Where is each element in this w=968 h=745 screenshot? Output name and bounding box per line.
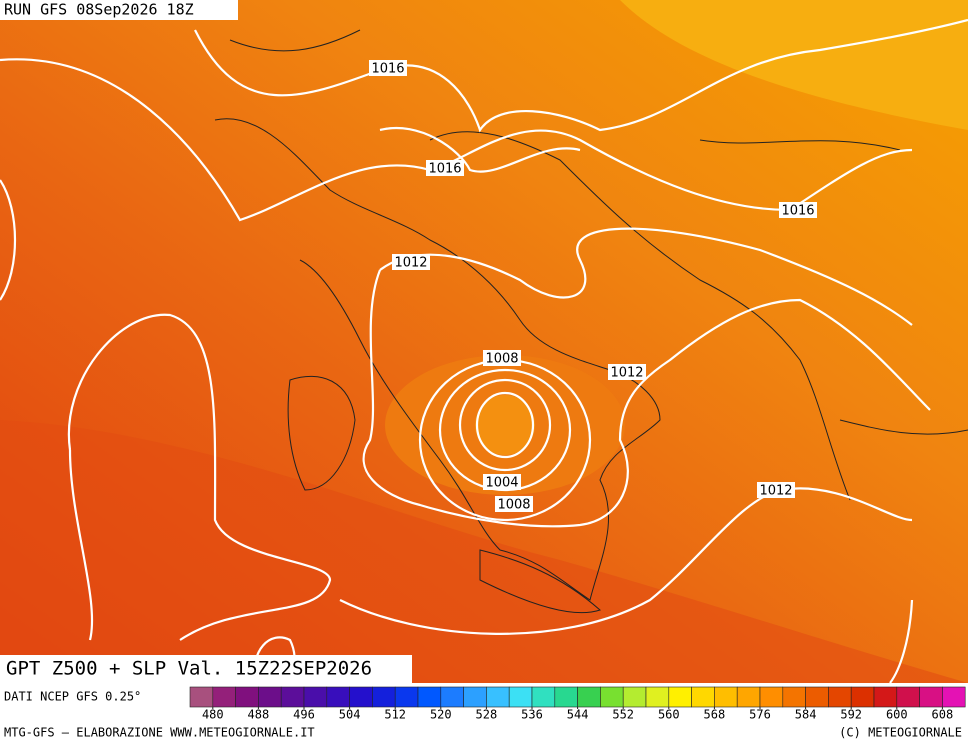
isobar-label: 1008: [485, 352, 518, 367]
colorbar-swatch: [463, 686, 487, 708]
colorbar-label: 496: [293, 708, 315, 722]
isobar-label-box: [779, 202, 817, 218]
colorbar-label: 512: [384, 708, 406, 722]
isobar-label-box: [495, 496, 533, 512]
colorbar-swatch: [349, 686, 373, 708]
field-high: [620, 0, 968, 130]
run-label: RUN GFS 08Sep2026 18Z: [4, 1, 194, 19]
colorbar: 480 488 496 504 512 520 528 536 544 552 560 568 576 5…: [189, 686, 966, 722]
colorbar-label: 488: [248, 708, 270, 722]
colorbar-swatch: [850, 686, 875, 708]
colorbar-swatch: [280, 686, 305, 708]
colorbar-swatch: [942, 686, 966, 708]
colorbar-swatch: [531, 686, 556, 708]
isobars: [0, 18, 968, 684]
colorbar-swatch: [303, 686, 328, 708]
colorbar-swatch: [691, 686, 715, 708]
colorbar-swatch: [372, 686, 396, 708]
colorbar-swatch: [189, 686, 214, 708]
colorbar-swatch: [736, 686, 761, 708]
isobar-label-box: [426, 160, 464, 176]
colorbar-swatch: [896, 686, 920, 708]
colorbar-swatch: [235, 686, 259, 708]
isobar-label-box: [608, 364, 646, 380]
colorbar-swatch: [554, 686, 578, 708]
colorbar-label: 520: [430, 708, 452, 722]
colorbar-swatch: [394, 686, 419, 708]
colorbar-swatch: [782, 686, 806, 708]
colorbar-swatch: [668, 686, 692, 708]
credit: MTG-GFS — ELABORAZIONE WWW.METEOGIORNALE…: [4, 726, 315, 740]
isobar-label-box: [483, 474, 521, 490]
colorbar-swatch: [805, 686, 829, 708]
isobar-label: 1012: [610, 366, 643, 381]
source-label: DATI NCEP GFS 0.25°: [4, 690, 141, 704]
isobar-label: 1016: [428, 162, 461, 177]
colorbar-swatch: [622, 686, 647, 708]
colorbar-swatch: [600, 686, 624, 708]
isobar-label-box: [392, 254, 430, 270]
colorbar-label: 536: [521, 708, 543, 722]
colorbar-label: 592: [840, 708, 862, 722]
colorbar-label: 584: [795, 708, 817, 722]
colorbar-label: 552: [612, 708, 634, 722]
colorbar-label: 504: [339, 708, 361, 722]
colorbar-swatch: [714, 686, 738, 708]
colorbar-label: 608: [932, 708, 954, 722]
isobar-label-box: [369, 60, 407, 76]
run-box: [0, 0, 238, 20]
isobar-label: 1016: [781, 204, 814, 219]
colorbar-swatch: [212, 686, 236, 708]
title-box: [0, 655, 412, 683]
colorbar-label: 600: [886, 708, 908, 722]
colorbar-swatch: [258, 686, 282, 708]
colorbar-swatch: [828, 686, 852, 708]
isobar-label: 1012: [394, 256, 427, 271]
isobar-label: 1004: [485, 476, 518, 491]
colorbar-label: 576: [749, 708, 771, 722]
copyright: (C) METEOGIORNALE: [839, 726, 962, 740]
isobar-label-box: [757, 482, 795, 498]
colorbar-swatch: [577, 686, 601, 708]
colorbar-label: 560: [658, 708, 680, 722]
colorbar-swatch: [326, 686, 350, 708]
colorbar-swatch: [417, 686, 442, 708]
colorbar-swatch: [508, 686, 533, 708]
isobar-label: 1016: [371, 62, 404, 77]
isobar-labels: 1016 1016 1016 1012 1008 1012 1004 1008 1012: [369, 60, 817, 513]
isobar-label: 1008: [497, 498, 530, 513]
isobar-label: 1012: [759, 484, 792, 499]
colorbar-label: 568: [704, 708, 726, 722]
coastlines: [214, 29, 968, 614]
colorbar-label: 528: [476, 708, 498, 722]
colorbar-swatch: [440, 686, 464, 708]
colorbar-label: 544: [567, 708, 589, 722]
colorbar-swatch: [486, 686, 510, 708]
map-title: GPT Z500 + SLP Val. 15Z22SEP2026: [6, 658, 372, 680]
colorbar-swatch: [873, 686, 898, 708]
colorbar-label: 480: [202, 708, 224, 722]
field-core-inner: [475, 395, 535, 455]
colorbar-swatch: [759, 686, 784, 708]
colorbar-swatch: [919, 686, 943, 708]
isobar-label-box: [483, 350, 521, 366]
colorbar-swatch: [645, 686, 670, 708]
